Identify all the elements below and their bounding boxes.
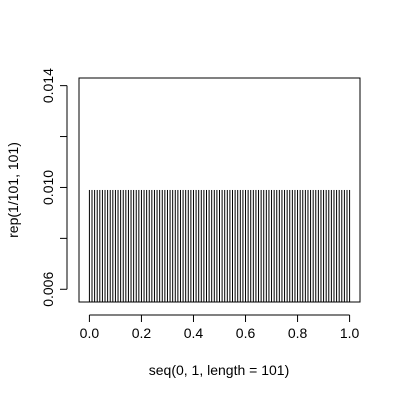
y-axis: 0.006 0.010 0.014 (40, 68, 68, 307)
y-axis-title: rep(1/101, 101) (5, 142, 21, 238)
y-tick-label: 0.014 (40, 68, 56, 103)
x-tick-label: 1.0 (340, 325, 360, 341)
y-tick-label: 0.010 (40, 170, 56, 205)
x-tick-label: 0.2 (132, 325, 152, 341)
x-tick-label: 0.8 (288, 325, 308, 341)
bars-group (88, 189, 351, 302)
x-axis-title: seq(0, 1, length = 101) (149, 362, 290, 378)
x-tick-label: 0.6 (236, 325, 256, 341)
y-tick-label: 0.006 (40, 272, 56, 307)
x-tick-label: 0.4 (184, 325, 204, 341)
x-tick-label: 0.0 (80, 325, 100, 341)
x-axis: 0.0 0.2 0.4 0.6 0.8 1.0 (80, 314, 360, 341)
